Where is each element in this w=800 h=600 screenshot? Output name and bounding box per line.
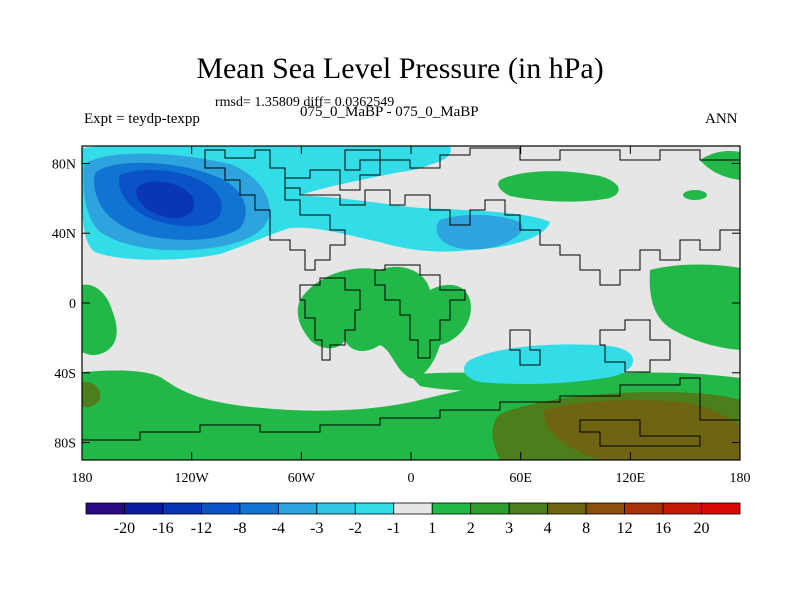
- subtitle-label: 075_0_MaBP - 075_0_MaBP: [300, 104, 479, 120]
- y-tick-label: 80S: [54, 437, 76, 452]
- season-label: ANN: [705, 111, 738, 127]
- colorbar-label: 1: [428, 520, 436, 537]
- x-tick-label: 180: [730, 471, 751, 486]
- field-southern-darker: [544, 400, 740, 460]
- colorbar-label: -20: [114, 520, 135, 537]
- colorbar-label: 3: [505, 520, 513, 537]
- field-west-pacific-green: [82, 284, 117, 356]
- colorbar-swatch: [316, 502, 356, 515]
- colorbar-label: 8: [582, 520, 590, 537]
- colorbar-labels: -20 -16 -12 -8 -4 -3 -2 -1 1 2 3 4 8 12 16 20: [114, 520, 710, 537]
- x-tick-label: 120E: [616, 471, 646, 486]
- colorbar-swatch: [354, 502, 395, 515]
- colorbar-swatch: [85, 502, 125, 515]
- field-sw-dark: [82, 381, 101, 408]
- x-tick-label: 60E: [509, 471, 532, 486]
- x-axis-ticks: 180 120W 60W 0 60E 120E 180: [72, 146, 751, 486]
- colorbar-label: -8: [233, 520, 246, 537]
- coastline-eurasia: [284, 147, 740, 286]
- coastline-south-asia: [509, 329, 541, 366]
- colorbar-swatch: [201, 502, 241, 515]
- colorbar-swatch: [239, 502, 279, 515]
- colorbar-swatch: [124, 502, 164, 515]
- colorbar-label: 12: [617, 520, 633, 537]
- coastline-africa: [374, 264, 466, 359]
- colorbar-swatch: [162, 502, 202, 515]
- x-tick-label: 120W: [175, 471, 210, 486]
- colorbar-swatch: [624, 502, 664, 515]
- colorbar-label: 16: [655, 520, 671, 537]
- y-tick-label: 0: [69, 297, 76, 312]
- chart-title: Mean Sea Level Pressure (in hPa): [196, 52, 604, 85]
- coastline-south-america: [299, 277, 361, 361]
- colorbar-label: -3: [310, 520, 323, 537]
- coastline-australia: [599, 319, 671, 373]
- colorbar-swatch: [470, 502, 510, 515]
- colorbar-swatch: [585, 502, 625, 515]
- colorbar-swatch: [508, 502, 549, 515]
- colorbar-label: -2: [349, 520, 362, 537]
- colorbar-label: -16: [152, 520, 173, 537]
- colorbar-label: -12: [191, 520, 212, 537]
- coastlines: [82, 147, 740, 460]
- field-eurasian-low: [436, 214, 523, 250]
- field-indian-green: [649, 264, 740, 350]
- field-north-low-center: [136, 181, 195, 219]
- colorbar-label: -4: [272, 520, 285, 537]
- colorbar-swatch: [393, 502, 433, 515]
- y-tick-label: 40N: [52, 227, 76, 242]
- colorbar-label: 4: [544, 520, 552, 537]
- field-southern-indian-low: [464, 344, 634, 384]
- colorbar-label: 2: [467, 520, 475, 537]
- colorbar-swatch: [547, 502, 587, 515]
- colorbar-label: -1: [387, 520, 400, 537]
- colorbar-swatch: [277, 502, 318, 515]
- y-axis-ticks: 80N 40N 0 40S 80S: [52, 157, 740, 452]
- coastline-antarctica: [82, 377, 740, 460]
- x-tick-label: 60W: [288, 471, 316, 486]
- x-tick-label: 180: [72, 471, 93, 486]
- field-tropical-green: [297, 266, 471, 379]
- field-arctic-green: [700, 150, 740, 180]
- coastline-greenland: [344, 149, 381, 171]
- colorbar-swatch: [431, 502, 472, 515]
- stats-label: rmsd= 1.35809 diff= 0.0362549: [215, 95, 395, 110]
- map-field: [82, 146, 740, 460]
- field-small-green: [683, 190, 707, 200]
- colorbar-swatch: [701, 502, 741, 515]
- experiment-label: Expt = teydp-texpp: [84, 111, 200, 127]
- y-tick-label: 80N: [52, 157, 76, 172]
- colorbar-label: 20: [694, 520, 710, 537]
- field-arctic-low: [278, 146, 451, 170]
- y-tick-label: 40S: [54, 367, 76, 382]
- colorbar: [85, 502, 741, 515]
- field-northeast-green: [498, 171, 619, 202]
- x-tick-label: 0: [408, 471, 415, 486]
- colorbar-swatch: [662, 502, 702, 515]
- coastline-north-america: [204, 149, 346, 271]
- coastline-ant-inner: [579, 419, 701, 447]
